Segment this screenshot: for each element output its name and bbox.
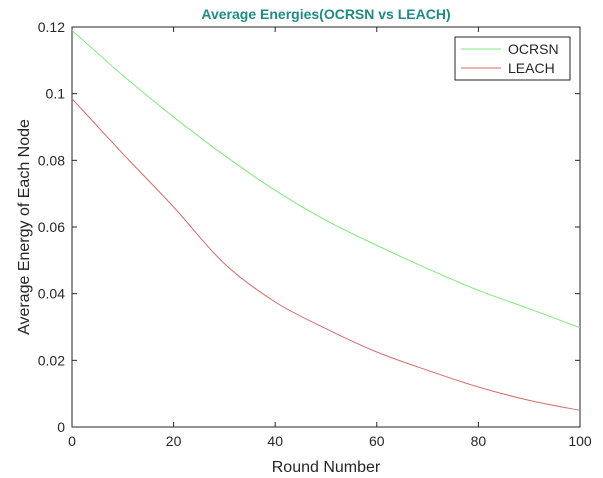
x-axis-title: Round Number: [272, 459, 381, 476]
series-layer: [71, 29, 581, 411]
y-tick-label: 0.08: [38, 152, 65, 168]
chart-title: Average Energies(OCRSN vs LEACH): [201, 6, 450, 22]
x-tick-label: 20: [166, 433, 182, 449]
legend-box: [454, 36, 571, 81]
legend: OCRSN LEACH: [454, 36, 571, 81]
x-tick-label: 100: [568, 433, 592, 449]
y-tick-label: 0.06: [38, 219, 65, 235]
y-axis-title: Average Energy of Each Node: [16, 119, 33, 335]
x-tick-label: 60: [369, 433, 385, 449]
axes: 0 20 40 60 80 100 0 0.02 0.04 0.06 0.08 0.1 0.12: [38, 19, 592, 449]
y-tick-label: 0.04: [38, 286, 65, 302]
series-line-ocrsn: [71, 29, 581, 329]
y-tick-label: 0.1: [46, 86, 66, 102]
x-tick-label: 0: [68, 433, 76, 449]
series-line-leach: [71, 98, 581, 411]
y-tick-label: 0.12: [38, 19, 65, 35]
plot-area-frame: [71, 26, 581, 428]
legend-label-ocrsn: OCRSN: [508, 41, 559, 57]
x-tick-label: 40: [267, 433, 283, 449]
legend-label-leach: LEACH: [508, 60, 555, 76]
x-tick-label: 80: [471, 433, 487, 449]
y-tick-label: 0.02: [38, 352, 65, 368]
y-tick-label: 0: [57, 419, 65, 435]
